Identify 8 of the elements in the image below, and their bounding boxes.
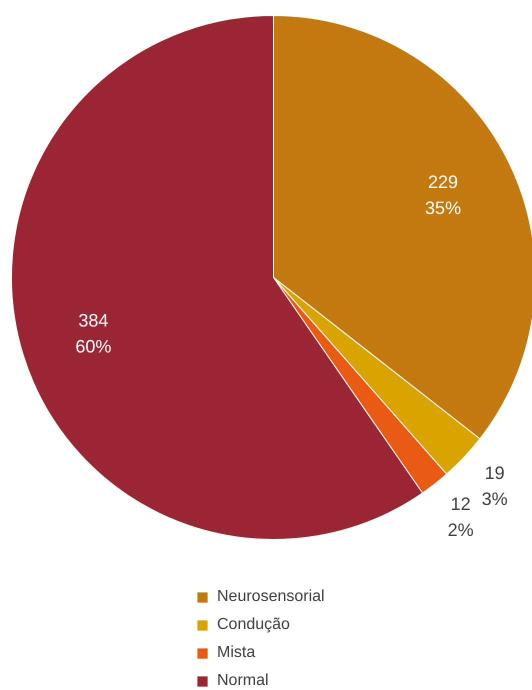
legend-label: Neurosensorial [217,588,325,606]
data-label: 19 3% [482,463,508,510]
legend-label: Mista [217,644,256,662]
legend-label: Condução [217,616,290,634]
data-label: 384 60% [75,310,112,357]
legend-label: Normal [217,672,269,690]
data-label: 12 2% [448,494,474,540]
data-label: 229 35% [425,172,462,218]
